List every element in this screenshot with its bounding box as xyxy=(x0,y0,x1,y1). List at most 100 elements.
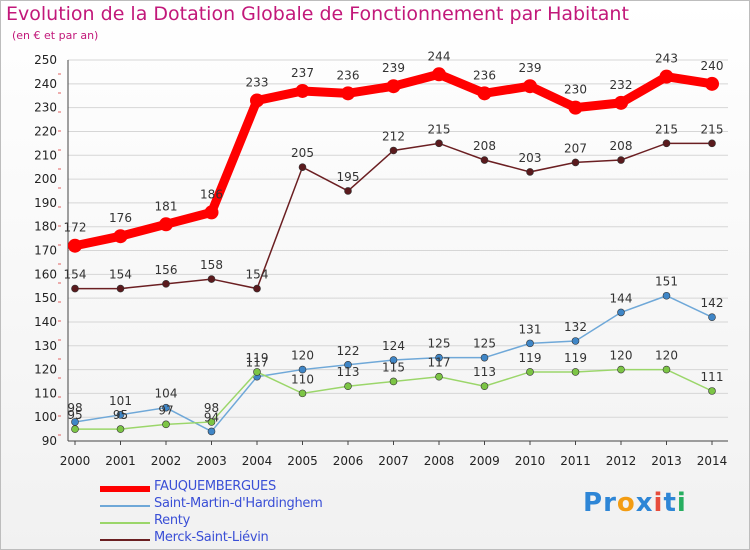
data-point xyxy=(480,353,489,362)
y-tick-label: 110 xyxy=(34,386,57,400)
data-label: 154 xyxy=(64,268,87,282)
point-fauquembergues xyxy=(68,238,82,253)
data-point xyxy=(298,389,307,398)
legend-label-merck: Merck-Saint-Liévin xyxy=(154,530,269,545)
y-tick-label: 140 xyxy=(34,315,57,329)
legend-label-fauquembergues: FAUQUEMBERGUES xyxy=(154,479,276,494)
data-label: 104 xyxy=(155,387,178,401)
data-label: 132 xyxy=(564,320,587,334)
y-tick-label: 170 xyxy=(34,244,57,258)
line-chart: 90 100 110 120 130 140 150 160 170 180 190 200 210 22… xyxy=(34,49,728,468)
data-label: 120 xyxy=(610,349,633,363)
y-tick-label: 160 xyxy=(34,267,57,281)
logo-letter: x xyxy=(635,488,654,518)
data-label: 215 xyxy=(655,122,678,136)
y-tick-label: 200 xyxy=(34,172,57,186)
data-label: 115 xyxy=(382,360,405,374)
legend-item-renty: Renty xyxy=(100,513,420,530)
data-label: 154 xyxy=(246,268,269,282)
data-label: 203 xyxy=(519,151,542,165)
y-tick-label: 90 xyxy=(42,434,57,448)
logo-letter: i xyxy=(676,488,687,518)
data-point xyxy=(344,360,352,369)
data-label: 94 xyxy=(204,410,219,424)
data-label: 237 xyxy=(291,66,314,80)
data-point xyxy=(253,284,261,293)
x-tick-label: 2013 xyxy=(651,454,682,468)
data-point xyxy=(389,146,398,155)
x-tick-label: 2005 xyxy=(287,454,318,468)
data-label: 144 xyxy=(610,291,633,305)
data-point xyxy=(571,158,580,167)
data-label: 239 xyxy=(382,61,405,75)
legend-swatch-merck xyxy=(100,539,150,541)
point-fauquembergues xyxy=(523,79,537,94)
chart-subtitle: (en € et par an) xyxy=(12,29,99,42)
y-tick-label: 130 xyxy=(34,339,57,353)
data-point xyxy=(116,425,125,433)
x-tick-label: 2008 xyxy=(424,454,455,468)
data-point xyxy=(571,337,580,345)
data-label: 236 xyxy=(337,68,360,82)
y-tick-label: 150 xyxy=(34,291,57,305)
data-label: 195 xyxy=(337,170,360,184)
point-fauquembergues xyxy=(705,76,719,91)
y-tick-label: 190 xyxy=(34,196,57,210)
x-tick-label: 2004 xyxy=(242,454,273,468)
legend-swatch-saint-martin xyxy=(100,505,150,507)
data-label: 142 xyxy=(701,296,724,310)
x-tick-label: 2000 xyxy=(60,454,91,468)
data-label: 215 xyxy=(701,122,724,136)
data-label: 240 xyxy=(701,59,724,73)
data-point xyxy=(617,156,625,164)
data-label: 95 xyxy=(113,408,128,422)
legend-item-saint-martin: Saint-Martin-d'Hardinghem xyxy=(100,496,420,513)
logo-letter: i xyxy=(653,488,664,518)
data-point xyxy=(207,275,216,283)
data-point xyxy=(435,353,443,362)
data-point xyxy=(298,365,307,374)
data-point xyxy=(71,425,79,433)
data-label: 131 xyxy=(519,322,542,336)
x-tick-label: 2011 xyxy=(560,454,591,468)
data-point xyxy=(526,368,534,376)
legend-label-saint-martin: Saint-Martin-d'Hardinghem xyxy=(154,496,323,511)
data-label: 244 xyxy=(428,49,451,63)
data-point xyxy=(389,356,398,364)
point-fauquembergues xyxy=(250,93,264,108)
data-label: 124 xyxy=(382,339,405,353)
y-tick-label: 100 xyxy=(34,410,57,424)
x-tick-label: 2001 xyxy=(105,454,136,468)
y-tick-label: 220 xyxy=(34,124,57,138)
chart-title: Evolution de la Dotation Globale de Fonc… xyxy=(6,3,629,25)
data-label: 125 xyxy=(473,337,496,351)
data-label: 243 xyxy=(655,52,678,66)
data-point xyxy=(526,339,534,348)
x-tick-label: 2002 xyxy=(151,454,182,468)
logo-letter: o xyxy=(616,488,636,518)
data-label: 117 xyxy=(246,356,269,370)
data-point xyxy=(162,420,170,429)
data-label: 110 xyxy=(291,372,314,386)
y-tick-label: 180 xyxy=(34,220,57,234)
logo-letter: r xyxy=(603,488,617,518)
data-label: 232 xyxy=(610,78,633,92)
data-label: 120 xyxy=(655,349,678,363)
point-fauquembergues xyxy=(204,205,219,220)
point-fauquembergues xyxy=(159,217,173,232)
legend-swatch-fauquembergues xyxy=(100,486,150,492)
y-tick-label: 240 xyxy=(34,77,57,91)
data-label: 119 xyxy=(564,351,587,365)
y-tick-label: 120 xyxy=(34,363,57,377)
data-label: 101 xyxy=(109,394,132,408)
data-label: 117 xyxy=(428,356,451,370)
point-fauquembergues xyxy=(432,67,446,82)
data-label: 98 xyxy=(204,401,219,415)
data-label: 212 xyxy=(382,129,405,143)
data-point xyxy=(708,139,716,148)
data-label: 205 xyxy=(291,146,314,160)
data-label: 119 xyxy=(246,351,269,365)
data-label: 120 xyxy=(291,349,314,363)
data-point xyxy=(662,365,671,374)
data-label: 181 xyxy=(155,199,178,213)
